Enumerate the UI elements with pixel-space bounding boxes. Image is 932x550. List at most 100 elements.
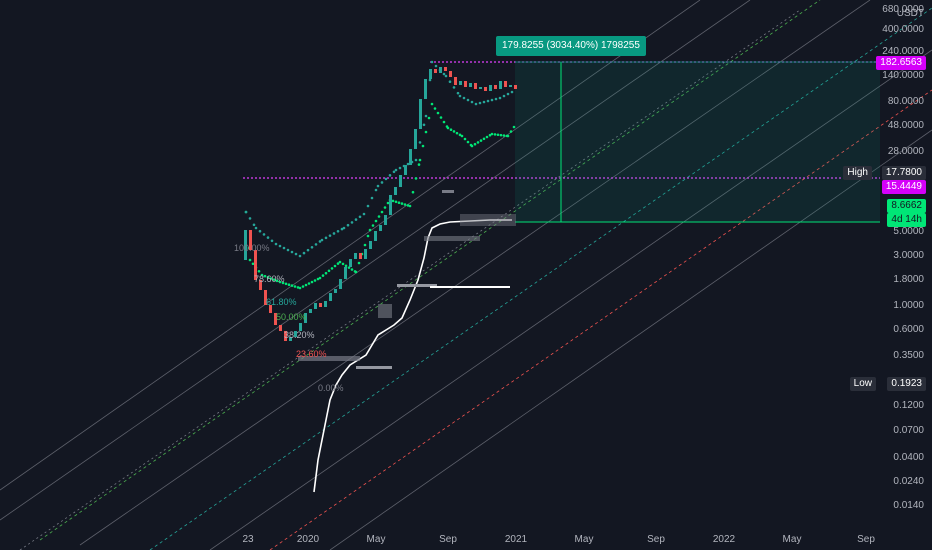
indicator-dot xyxy=(418,158,422,162)
candle xyxy=(449,71,452,77)
indicator-dot xyxy=(463,137,467,141)
indicator-dot xyxy=(482,137,486,141)
indicator-dot xyxy=(456,91,460,95)
candle xyxy=(309,309,312,313)
price-tick-label: 5.0000 xyxy=(893,226,924,237)
indicator-dot xyxy=(248,258,252,262)
candle xyxy=(464,81,467,87)
indicator-dot xyxy=(509,130,513,133)
time-tick-label: 2020 xyxy=(296,534,320,545)
indicator-dot xyxy=(486,99,490,103)
price-tick-label: 1.0000 xyxy=(893,300,924,311)
indicator-dot xyxy=(380,210,384,214)
indicator-dot xyxy=(266,236,270,239)
indicator-dot xyxy=(286,248,290,252)
indicator-dot xyxy=(320,238,324,242)
indicator-dot xyxy=(479,139,483,142)
indicator-dot xyxy=(370,196,374,200)
candle xyxy=(404,165,407,175)
time-tick-label: Sep xyxy=(857,534,875,545)
indicator-dot xyxy=(418,141,422,144)
indicator-dot xyxy=(346,223,350,227)
time-tick-label: 2022 xyxy=(712,534,736,545)
indicator-dot xyxy=(446,126,450,130)
indicator-dot xyxy=(330,267,334,270)
indicator-dot xyxy=(341,262,345,266)
fib-level-label: 38.20% xyxy=(284,330,315,340)
indicator-dot xyxy=(275,279,279,283)
candle xyxy=(504,81,507,87)
indicator-dot xyxy=(444,74,448,78)
indicator-dot xyxy=(321,274,325,277)
indicator-dot xyxy=(376,184,380,188)
indicator-dot xyxy=(414,177,418,180)
time-tick-label: 2021 xyxy=(504,534,528,545)
indicator-dot xyxy=(394,200,398,204)
indicator-dot xyxy=(442,120,446,124)
fib-level-label: 61.80% xyxy=(266,297,297,307)
indicator-dot xyxy=(327,269,331,273)
indicator-dot xyxy=(318,276,322,280)
candle xyxy=(409,149,412,165)
indicator-dot xyxy=(251,262,255,266)
indicator-dot xyxy=(452,130,456,133)
candle xyxy=(399,175,402,187)
candle xyxy=(389,195,392,215)
indicator-dot xyxy=(380,181,384,184)
candle xyxy=(414,129,417,149)
indicator-dot xyxy=(263,274,267,278)
candle xyxy=(514,85,517,89)
candle xyxy=(249,230,252,250)
indicator-dot xyxy=(510,90,514,94)
indicator-dot xyxy=(278,244,282,248)
indicator-dot xyxy=(474,102,478,106)
candle xyxy=(304,313,307,323)
price-tick-label: 0.1200 xyxy=(893,400,924,411)
indicator-dot xyxy=(499,133,503,137)
indicator-dot xyxy=(281,281,285,285)
indicator-dot xyxy=(350,268,354,271)
indicator-dot xyxy=(476,141,480,144)
price-tick-label: 28.0000 xyxy=(887,146,924,157)
indicator-dot xyxy=(394,168,398,172)
indicator-dot xyxy=(318,240,322,243)
indicator-dot xyxy=(350,221,354,224)
indicator-dot xyxy=(470,144,474,148)
candle xyxy=(484,87,487,91)
candle xyxy=(394,187,397,195)
low-label-tag: Low xyxy=(849,377,876,391)
indicator-dot xyxy=(462,96,466,100)
price-tick-label: 240.0000 xyxy=(882,46,924,57)
indicator-dot xyxy=(252,223,256,227)
price-tick-label: 680.0000 xyxy=(882,4,924,15)
indicator-dot xyxy=(354,270,358,274)
high-label-tag: High xyxy=(843,166,872,180)
price-tick-label: 3.0000 xyxy=(893,250,924,261)
indicator-dot xyxy=(417,163,421,166)
candle xyxy=(319,303,322,307)
indicator-dot xyxy=(414,158,418,162)
candle xyxy=(349,259,352,267)
indicator-dot xyxy=(310,245,314,249)
candle xyxy=(489,85,492,91)
candles xyxy=(244,67,517,341)
indicator-dot xyxy=(391,199,395,203)
price-tick-label: 0.0700 xyxy=(893,425,924,436)
indicator-dot xyxy=(388,174,392,177)
indicator-dot xyxy=(466,98,470,102)
price-tick-label: 0.3500 xyxy=(893,350,924,361)
candle xyxy=(479,87,482,89)
candle xyxy=(369,241,372,249)
time-tick-label: Sep xyxy=(647,534,665,545)
indicator-dot xyxy=(442,72,446,76)
candle xyxy=(344,267,347,279)
indicator-dot xyxy=(287,283,291,287)
indicator-dot xyxy=(248,217,252,220)
indicator-dot xyxy=(314,243,318,246)
indicator-dot xyxy=(310,280,314,284)
indicator-dot xyxy=(400,202,404,205)
indicator-dot xyxy=(386,201,390,205)
indicator-dot xyxy=(301,285,305,288)
indicator-dot xyxy=(448,80,452,84)
